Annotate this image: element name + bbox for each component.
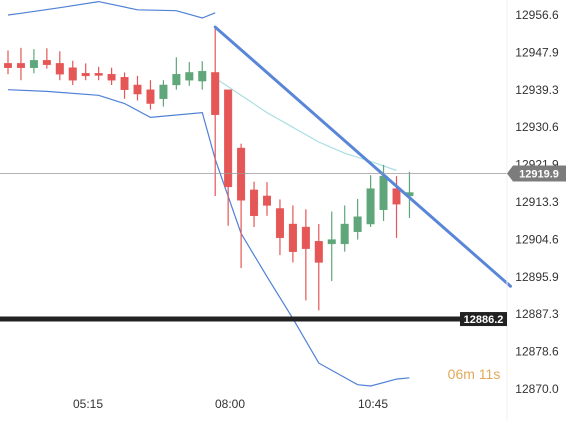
- candle-down: [263, 195, 272, 206]
- candle-down: [392, 188, 401, 205]
- candle-down: [68, 67, 77, 81]
- current-price-tag-bg: [507, 165, 566, 182]
- y-tick-label: 12870.0: [515, 382, 559, 396]
- candle-down: [211, 72, 220, 115]
- y-tick-label: 12930.6: [515, 120, 559, 134]
- candle-down: [42, 60, 51, 65]
- candle-down: [275, 208, 284, 239]
- candle-down: [81, 73, 90, 77]
- current-price-tag: 12919.9: [507, 165, 566, 182]
- current-price-tag-label: 12919.9: [519, 168, 559, 180]
- candle-up: [327, 239, 336, 245]
- candle-up: [159, 84, 168, 99]
- y-tick-label: 12947.9: [515, 45, 559, 59]
- candle-down: [250, 189, 259, 217]
- candle-up: [340, 223, 349, 245]
- candle-up: [379, 175, 388, 210]
- x-tick-label: 05:15: [73, 397, 103, 411]
- upper-band-line: [7, 0, 216, 19]
- trendline-layer: [213, 25, 512, 288]
- level-tag[interactable]: 12886.2: [460, 312, 507, 327]
- candle-up: [172, 73, 181, 86]
- candle-down: [120, 76, 129, 90]
- candle-up: [198, 70, 207, 82]
- candle-up: [366, 188, 375, 225]
- candles: [3, 28, 414, 311]
- candle-up: [353, 216, 362, 232]
- candle-down: [237, 147, 246, 201]
- axes: 12956.612947.912939.312930.612921.912913…: [73, 0, 559, 421]
- candle-up: [185, 72, 194, 81]
- candle-down: [3, 63, 12, 68]
- candle-down: [107, 73, 116, 81]
- candle-down: [314, 241, 323, 263]
- countdown-timer: 06m 11s: [448, 366, 501, 382]
- trendline[interactable]: [213, 25, 512, 288]
- x-tick-label: 08:00: [215, 397, 245, 411]
- candle-down: [94, 73, 103, 76]
- y-tick-label: 12895.9: [515, 270, 559, 284]
- y-tick-label: 12956.6: [515, 8, 559, 22]
- candle-down: [146, 89, 155, 104]
- bollinger-bands: [7, 0, 410, 387]
- candle-down: [133, 84, 142, 95]
- candle-down: [224, 89, 233, 188]
- y-tick-label: 12904.6: [515, 232, 559, 246]
- y-tick-label: 12913.3: [515, 195, 559, 209]
- candle-down: [288, 223, 297, 252]
- level-layer: [0, 173, 507, 322]
- level-tag-bg: [460, 312, 507, 327]
- candle-down: [301, 226, 310, 249]
- y-tick-label: 12887.3: [515, 307, 559, 321]
- overlays: 12919.9 12886.2 06m 11s: [448, 165, 566, 382]
- candle-down: [16, 63, 25, 68]
- level-tag-label: 12886.2: [464, 314, 504, 326]
- candle-down: [55, 63, 64, 75]
- y-tick-label: 12939.3: [515, 83, 559, 97]
- x-tick-label: 10:45: [358, 397, 388, 411]
- lower-band-line: [7, 89, 410, 387]
- candle-up: [29, 60, 38, 68]
- y-tick-label: 12878.6: [515, 345, 559, 359]
